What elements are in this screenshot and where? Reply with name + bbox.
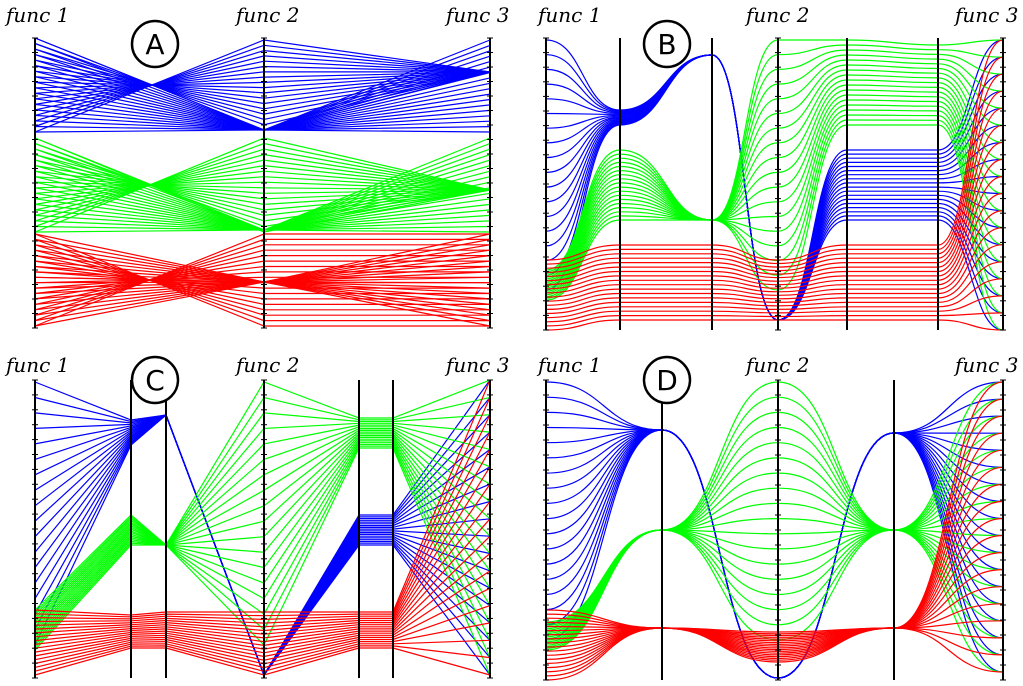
line-red [34, 238, 491, 322]
panel-b-axis-title-func3: func 3 [953, 3, 1018, 27]
panel-c-axes [32, 379, 493, 679]
panel-d-axis-title-func1: func 1 [536, 353, 601, 377]
line-green [545, 529, 1004, 673]
line-green [34, 431, 491, 630]
panel-d: func 1 func 2 func 3 D [536, 353, 1018, 681]
line-green [545, 39, 1004, 271]
panel-a-axis-title-func3: func 3 [444, 3, 509, 27]
line-green [545, 114, 1004, 298]
panel-b-axis-title-func1: func 1 [536, 3, 601, 27]
panel-d-axes [543, 379, 1006, 681]
panel-a-axis-title-func2: func 2 [234, 3, 299, 27]
panel-d-axis-title-func2: func 2 [744, 353, 809, 377]
line-green [545, 49, 1004, 275]
line-red [34, 233, 491, 327]
panel-b-letter-badge: B [642, 19, 692, 69]
panel-c-axis-title-func1: func 1 [4, 353, 69, 377]
panel-d-letter: D [656, 364, 678, 397]
panel-a-letter: A [145, 28, 164, 61]
line-green [34, 426, 491, 623]
panel-d-letter-badge: D [642, 355, 692, 405]
line-green [34, 142, 491, 231]
line-red [545, 517, 1004, 647]
line-green [545, 54, 1004, 276]
line-red [34, 249, 491, 311]
panel-b-axes [543, 37, 1006, 331]
line-red [545, 56, 1004, 265]
line-red [545, 319, 1004, 331]
line-red [545, 500, 1004, 646]
line-red [545, 381, 1004, 633]
panel-b-letter: B [657, 28, 676, 61]
panel-a-axes [32, 37, 493, 329]
panel-c-letter: C [145, 364, 165, 397]
panel-d-lines [545, 381, 1004, 681]
panel-b: func 1 func 2 func 3 B [536, 3, 1018, 331]
line-green [34, 142, 491, 231]
line-red [545, 483, 1004, 644]
line-green [545, 59, 1004, 278]
panel-a: func 1 func 2 func 3 A [4, 3, 509, 329]
line-green [545, 44, 1004, 273]
panel-c-axis-title-func2: func 2 [234, 353, 299, 377]
panel-a-axis-title-func1: func 1 [4, 3, 69, 27]
panel-b-axis-title-func2: func 2 [744, 3, 809, 27]
panel-c: func 1 func 2 func 3 C [4, 353, 509, 679]
panel-c-letter-badge: C [130, 355, 180, 405]
panel-d-axis-title-func3: func 3 [953, 353, 1018, 377]
panel-b-lines [545, 39, 1004, 331]
line-red [34, 255, 491, 305]
line-red [545, 534, 1004, 649]
panel-c-axis-title-func3: func 3 [444, 353, 509, 377]
panel-a-letter-badge: A [130, 19, 180, 69]
